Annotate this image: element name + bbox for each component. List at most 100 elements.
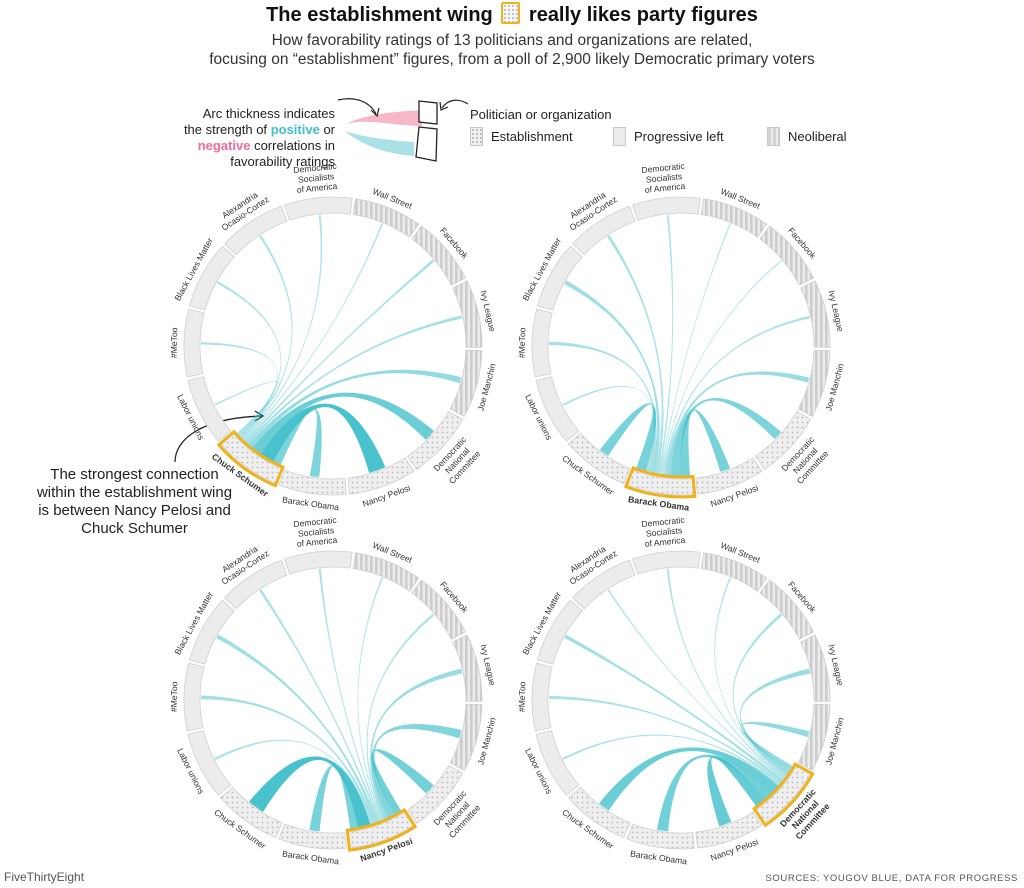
ring-segment-facebook	[759, 225, 815, 286]
ring-segment-democratic-national-committee	[407, 764, 464, 824]
node-label-democratic-socialists-of-america: DemocraticSocialistsof America	[641, 515, 688, 549]
sources-note: SOURCES: YOUGOV BLUE, DATA FOR PROGRESS	[765, 873, 1018, 884]
ring-segment-nancy-pelosi	[695, 457, 763, 495]
ring-segment-metoo	[183, 308, 205, 378]
node-label-line: Socialists	[645, 525, 682, 539]
ring-segment-chuck-schumer	[220, 786, 283, 839]
ring-segment-wall-street	[352, 198, 420, 238]
legend-header: Politician or organization	[470, 107, 612, 122]
ring-segment-joe-manchin	[797, 703, 831, 771]
ring-segment-metoo	[531, 308, 553, 378]
legend-note-line-4: favorability ratings	[230, 154, 335, 169]
node-label-line: Ivy League	[479, 289, 498, 332]
node-label-democratic-socialists-of-america: DemocraticSocialistsof America	[641, 161, 688, 195]
node-label-ivy-league: Ivy League	[827, 643, 846, 686]
node-label-metoo: #MeToo	[169, 327, 180, 358]
chord-link-democratic-national-committee-to-ivy-league	[739, 668, 811, 776]
brand-logo-text: FiveThirtyEight	[4, 870, 85, 884]
chord-link-chuck-schumer-to-nancy-pelosi	[259, 403, 386, 473]
legend-label-establishment: Establishment	[491, 128, 573, 144]
legend-label-neoliberal: Neoliberal	[788, 128, 847, 144]
ring-segment-chuck-schumer	[568, 432, 631, 485]
node-label-line: of America	[296, 535, 338, 549]
chord-link-nancy-pelosi-to-democratic-national-committee	[371, 749, 434, 817]
chord-link-chuck-schumer-to-labor-unions	[214, 381, 280, 436]
ring-segment-democratic-socialists-of-america	[632, 550, 701, 575]
focus-highlight-nancy-pelosi	[345, 807, 418, 852]
ring-segment-barack-obama	[626, 823, 695, 850]
node-label-democratic-socialists-of-america: DemocraticSocialistsof America	[293, 515, 340, 549]
legend-graphic	[337, 98, 469, 162]
ring-segment-ivy-league	[800, 280, 831, 348]
node-label-metoo: #MeToo	[517, 327, 528, 358]
ring-segment-labor-unions	[187, 730, 232, 796]
ring-segment-nancy-pelosi	[695, 811, 763, 849]
chord-link-democratic-national-committee-to-nancy-pelosi	[707, 756, 766, 827]
establishment-highlight-icon	[501, 2, 521, 24]
node-label-line: #MeToo	[169, 681, 180, 712]
chord-link-chuck-schumer-to-metoo	[201, 342, 278, 438]
ring-segment-labor-unions	[535, 730, 580, 796]
node-label-line: Socialists	[297, 525, 334, 539]
callout-line-1: The strongest connection	[50, 466, 219, 483]
ring-segment-nancy-pelosi	[347, 457, 415, 495]
chord-link-chuck-schumer-to-alexandria-ocasio-cortez	[239, 235, 293, 441]
ring-segment-wall-street	[352, 552, 420, 592]
chord-link-barack-obama-to-democratic-socialists-of-america	[657, 214, 674, 477]
ring-segment-alexandria-ocasio-cortez	[572, 559, 636, 610]
chord-link-nancy-pelosi-to-barack-obama	[309, 764, 359, 832]
node-label-barack-obama: Barack Obama	[282, 848, 340, 866]
ring-segment-black-lives-matter	[537, 245, 583, 311]
chord-link-nancy-pelosi-to-joe-manchin	[371, 723, 462, 820]
ring-segment-democratic-national-committee	[755, 410, 812, 470]
chord-diagram-democratic-national-committee: Black Lives MatterAlexandriaOcasio-Corte…	[517, 515, 846, 867]
callout-line-3: is between Nancy Pelosi and	[38, 502, 231, 519]
node-label-line: Democratic	[641, 515, 686, 529]
node-label-line: #MeToo	[169, 327, 180, 358]
chart-title: The establishment wing really likes part…	[0, 2, 1024, 27]
legend-arc-segment-top	[418, 100, 438, 125]
chord-link-barack-obama-to-democratic-national-committee	[670, 397, 782, 478]
ring-segment-democratic-socialists-of-america	[284, 550, 353, 575]
ring-segment-facebook	[411, 225, 467, 286]
legend-negative-arc	[345, 131, 414, 156]
callout-line-2: within the establishment wing	[36, 484, 233, 501]
legend-pointer-right-head	[439, 101, 449, 111]
chord-link-chuck-schumer-to-black-lives-matter	[216, 281, 282, 439]
progressive-swatch-icon	[613, 126, 626, 146]
ring-segment-democratic-national-committee	[407, 410, 464, 470]
chord-link-democratic-national-committee-to-chuck-schumer	[599, 747, 781, 811]
callout-annotation: The strongest connection within the esta…	[22, 466, 247, 538]
legend-item-neoliberal: Neoliberal	[767, 126, 847, 146]
node-label-line: #MeToo	[517, 681, 528, 712]
chord-diagram-nancy-pelosi: Black Lives MatterAlexandriaOcasio-Corte…	[169, 515, 498, 867]
node-label-ivy-league: Ivy League	[827, 289, 846, 332]
node-label-line: #MeToo	[517, 327, 528, 358]
chord-link-nancy-pelosi-to-wall-street	[357, 577, 384, 823]
subtitle-line-2: focusing on “establishment” figures, fro…	[209, 51, 815, 68]
legend-pointer-left	[337, 98, 377, 115]
node-label-line: Ivy League	[827, 643, 846, 686]
node-label-line: Ivy League	[479, 643, 498, 686]
chord-link-barack-obama-to-ivy-league	[662, 315, 811, 478]
ring-segment-facebook	[411, 579, 467, 640]
node-label-line: of America	[644, 181, 686, 195]
ring-segment-democratic-socialists-of-america	[284, 196, 353, 221]
node-label-democratic-socialists-of-america: DemocraticSocialistsof America	[293, 161, 340, 195]
legend-label-progressive: Progressive left	[634, 128, 724, 144]
node-label-line: Ivy League	[827, 289, 846, 332]
node-label-barack-obama: Barack Obama	[630, 848, 688, 866]
callout-arrow	[174, 415, 263, 463]
establishment-swatch-icon	[470, 126, 483, 146]
ring-segment-chuck-schumer	[568, 786, 631, 839]
node-label-line: Socialists	[297, 171, 334, 185]
node-label-metoo: #MeToo	[169, 681, 180, 712]
chord-diagram-barack-obama: Black Lives MatterAlexandriaOcasio-Corte…	[517, 161, 846, 513]
ring-segment-facebook	[759, 579, 815, 640]
chord-link-barack-obama-to-nancy-pelosi	[679, 409, 731, 479]
ring-segment-alexandria-ocasio-cortez	[224, 559, 288, 610]
ring-segment-barack-obama	[278, 469, 347, 496]
focus-highlight-barack-obama	[623, 466, 697, 499]
node-label-metoo: #MeToo	[517, 681, 528, 712]
